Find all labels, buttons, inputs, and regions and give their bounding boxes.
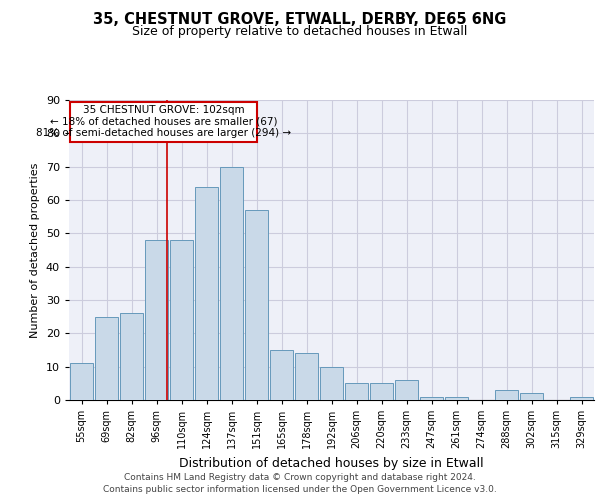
Bar <box>320 366 343 400</box>
Text: 35 CHESTNUT GROVE: 102sqm: 35 CHESTNUT GROVE: 102sqm <box>83 106 244 116</box>
Bar <box>569 396 593 400</box>
Bar <box>344 384 368 400</box>
Bar <box>95 316 118 400</box>
Bar <box>194 186 218 400</box>
Bar <box>220 166 244 400</box>
Text: ← 18% of detached houses are smaller (67): ← 18% of detached houses are smaller (67… <box>50 116 277 126</box>
Y-axis label: Number of detached properties: Number of detached properties <box>30 162 40 338</box>
Bar <box>445 396 469 400</box>
Bar <box>170 240 193 400</box>
Bar <box>520 394 544 400</box>
Text: Contains public sector information licensed under the Open Government Licence v3: Contains public sector information licen… <box>103 485 497 494</box>
Bar <box>370 384 394 400</box>
Text: Size of property relative to detached houses in Etwall: Size of property relative to detached ho… <box>133 25 467 38</box>
Bar <box>70 364 94 400</box>
Bar <box>145 240 169 400</box>
Bar <box>494 390 518 400</box>
Bar <box>269 350 293 400</box>
Text: 35, CHESTNUT GROVE, ETWALL, DERBY, DE65 6NG: 35, CHESTNUT GROVE, ETWALL, DERBY, DE65 … <box>94 12 506 28</box>
Bar <box>419 396 443 400</box>
Bar <box>119 314 143 400</box>
Bar <box>245 210 268 400</box>
Bar <box>295 354 319 400</box>
X-axis label: Distribution of detached houses by size in Etwall: Distribution of detached houses by size … <box>179 456 484 469</box>
Text: 81% of semi-detached houses are larger (294) →: 81% of semi-detached houses are larger (… <box>36 128 291 138</box>
FancyBboxPatch shape <box>70 102 257 141</box>
Bar <box>395 380 418 400</box>
Text: Contains HM Land Registry data © Crown copyright and database right 2024.: Contains HM Land Registry data © Crown c… <box>124 472 476 482</box>
